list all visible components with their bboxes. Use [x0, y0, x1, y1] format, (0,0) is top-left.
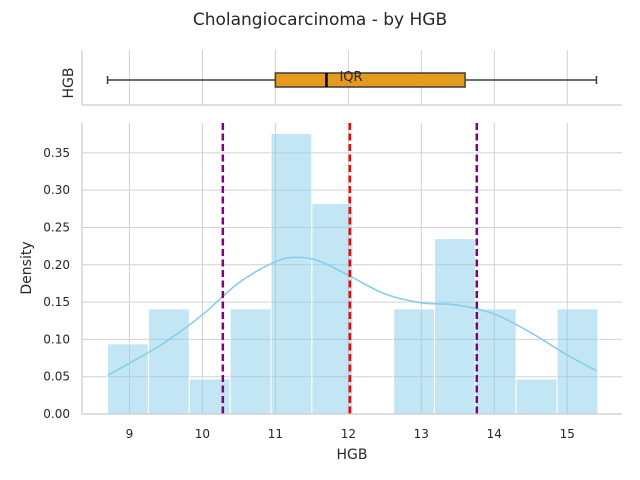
boxplot-panel: HGB IQR [61, 50, 622, 106]
reference-lines [221, 123, 479, 414]
histogram-bar [393, 308, 435, 415]
histogram-panel: 9 10 11 12 13 14 15 0.000.050.100.150.200.250.… [19, 123, 622, 463]
y-tick-label: 0.20 [43, 258, 70, 272]
histogram-bar [311, 203, 354, 415]
histogram-bar [147, 308, 190, 415]
x-tick-label: 12 [341, 427, 356, 441]
histogram-bars [107, 132, 599, 415]
x-axis-label: HGB [337, 447, 368, 463]
y-tick-label: 0.25 [43, 220, 70, 234]
boxplot-ylabel: HGB [61, 68, 77, 99]
histogram-bar [515, 378, 558, 415]
x-tick-label: 11 [268, 427, 283, 441]
x-tick-labels: 9 10 11 12 13 14 15 [126, 427, 575, 441]
x-tick-label: 13 [414, 427, 429, 441]
x-tick-label: 15 [560, 427, 575, 441]
boxplot-marks [106, 72, 598, 88]
kde-curve [107, 256, 597, 376]
y-axis-label: Density [19, 241, 35, 294]
chart-title: Cholangiocarcinoma - by HGB [193, 10, 447, 30]
x-tick-label: 9 [126, 427, 134, 441]
histogram-bar [270, 132, 313, 415]
histogram-bar [229, 308, 272, 415]
y-tick-label: 0.10 [43, 332, 70, 346]
histogram-bar [474, 308, 517, 415]
x-tick-label: 10 [195, 427, 210, 441]
y-tick-label: 0.05 [43, 370, 70, 384]
boxplot-iqr-box [274, 72, 466, 88]
iqr-annotation: IQR [339, 70, 362, 85]
histogram-bar [433, 238, 476, 415]
x-tick-label: 14 [487, 427, 502, 441]
y-tick-label: 0.35 [43, 146, 70, 160]
y-tick-label: 0.30 [43, 183, 70, 197]
histogram-bar [107, 343, 149, 415]
y-tick-label: 0.00 [43, 407, 70, 421]
y-tick-labels: 0.00 0.05 0.10 0.15 0.20 0.25 0.30 0.35 [43, 146, 70, 421]
y-tick-label: 0.15 [43, 295, 70, 309]
